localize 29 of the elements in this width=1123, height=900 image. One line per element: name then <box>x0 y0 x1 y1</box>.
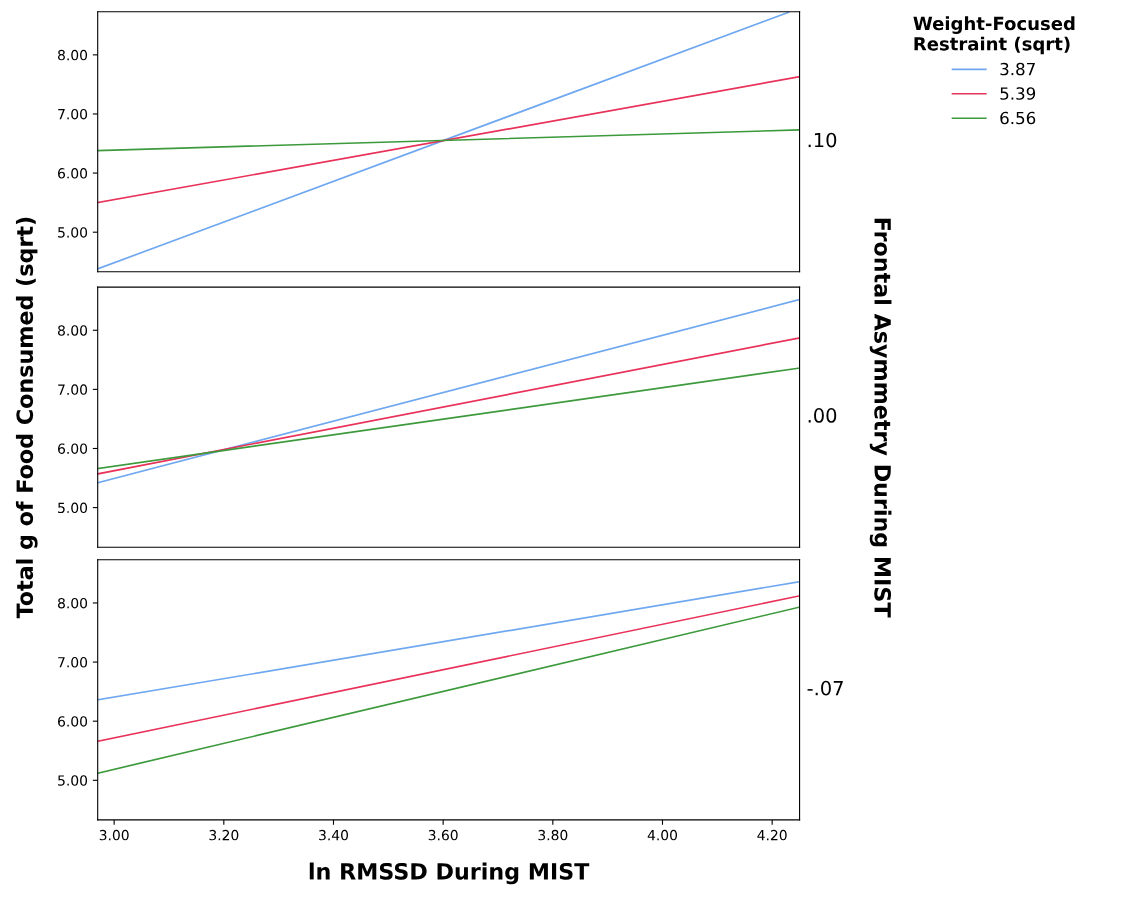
y-tick-label: 7.00 <box>58 657 88 668</box>
x-tick-label: 3.20 <box>209 829 239 841</box>
text: .00 <box>808 408 837 423</box>
y-tick-label: 5.00 <box>58 775 88 786</box>
x-tick-label: 4.00 <box>647 829 678 841</box>
x-tick-label: 3.80 <box>538 829 568 841</box>
legend-label: 5.39 <box>1000 87 1036 100</box>
x-tick-label: 3.40 <box>319 829 349 841</box>
y-tick-label: 8.00 <box>58 325 88 336</box>
y-axis-title: Total g of Food Consumed (sqrt) <box>15 217 38 619</box>
x-axis-title: ln RMSSD During MIST <box>309 862 590 885</box>
y-tick-label: 7.00 <box>58 108 88 120</box>
y-tick-label: 6.00 <box>58 716 88 727</box>
y-tick-label: 5.00 <box>58 227 88 238</box>
legend-label: 3.87 <box>1000 62 1035 76</box>
x-tick-label: 4.20 <box>757 829 787 841</box>
legend-label: 6.56 <box>1000 111 1036 125</box>
y-tick-label: 8.00 <box>58 49 88 61</box>
text: .10 <box>808 132 837 148</box>
y-tick-label: 8.00 <box>58 597 88 609</box>
y-tick-label: 6.00 <box>58 443 88 454</box>
y-tick-label: 6.00 <box>58 168 88 179</box>
y2-axis-title: Frontal Asymmetry During MIST <box>869 218 892 618</box>
y-tick-label: 5.00 <box>58 502 88 514</box>
x-tick-label: 3.60 <box>428 829 458 841</box>
y-tick-label: 7.00 <box>58 384 88 395</box>
x-tick-label: 3.00 <box>99 829 129 841</box>
text: -.07 <box>807 680 843 696</box>
legend-title: Weight-Focused Restraint (sqrt) <box>913 16 1075 55</box>
